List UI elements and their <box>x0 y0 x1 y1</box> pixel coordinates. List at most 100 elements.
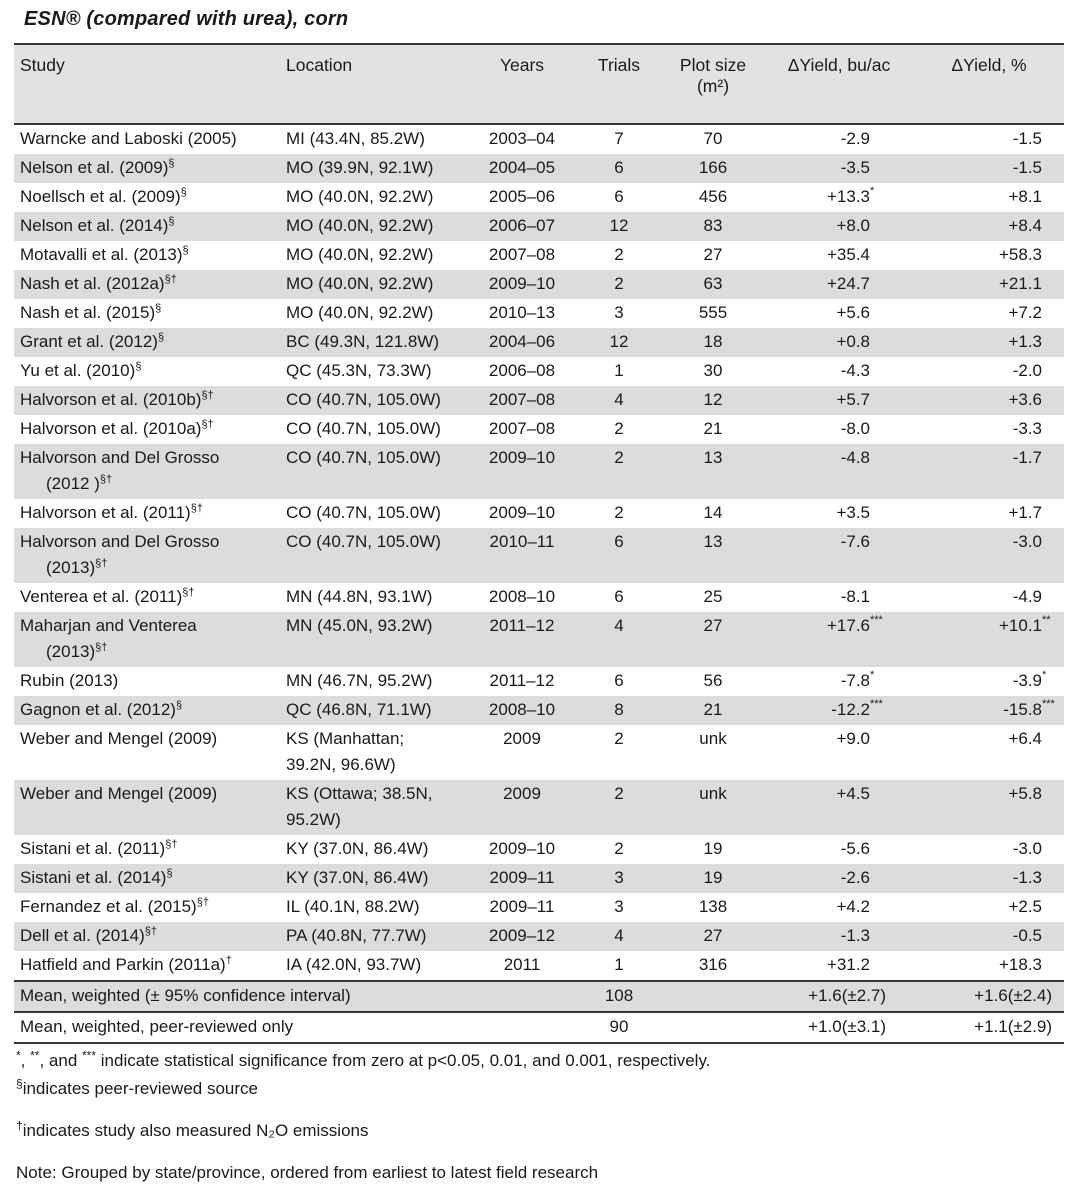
table-row: Weber and Mengel (2009) KS (Ottawa; 38.5N… <box>14 780 1064 835</box>
esn-corn-results-table: Study Location Years Trials Plot size (m… <box>14 43 1064 1044</box>
table-row: Halvorson et al. (2010b)§† CO (40.7N, 105… <box>14 386 1064 415</box>
yield-pct-cell: -3.3 <box>1012 419 1042 438</box>
study-cell: Motavalli et al. (2013)§ <box>20 244 189 264</box>
yield-pct-cell: +1.3 <box>914 328 1064 357</box>
trials-cell: 2 <box>614 419 624 438</box>
plot-size-cell: 56 <box>703 671 723 690</box>
yield-pct-cell: -3.0 <box>914 528 1064 583</box>
years-cell: 2007–08 <box>468 386 576 415</box>
yield-pct-cell: -1.7 <box>914 444 1064 499</box>
years-cell: 2011–12 <box>468 612 576 667</box>
column-header-study: Study <box>14 43 282 125</box>
summary-plot-cell <box>662 980 764 1013</box>
table-header-row: Study Location Years Trials Plot size (m… <box>14 43 1064 125</box>
table-row: Nash et al. (2012a)§† MO (40.0N, 92.2W) 20… <box>14 270 1064 299</box>
footnote: †indicates study also measured N₂O emiss… <box>16 1118 369 1140</box>
yield-pct-cell: +8.1 <box>1008 187 1042 206</box>
footnotes-section: *, **, and *** indicate statistical sign… <box>16 1048 1080 1184</box>
table-row: Halvorson et al. (2011)§† CO (40.7N, 105.… <box>14 499 1064 528</box>
yield-pct-cell: -4.9 <box>1012 587 1042 606</box>
trials-cell: 2 <box>576 270 662 299</box>
trials-cell: 7 <box>614 129 624 148</box>
yield-bu-cell: -8.0 <box>840 419 870 438</box>
yield-bu-cell: -12.2*** <box>764 696 914 725</box>
plot-size-cell: 70 <box>703 129 723 148</box>
yield-bu-cell: -5.6 <box>840 839 870 858</box>
summary-yield-bu-cell: +1.6(±2.7) <box>764 980 914 1013</box>
plot-size-cell: 63 <box>662 270 764 299</box>
location-cell: MI (43.4N, 85.2W) <box>286 129 425 148</box>
study-cell: Halvorson et al. (2011)§† <box>20 502 203 522</box>
table-row: Sistani et al. (2011)§† KY (37.0N, 86.4W)… <box>14 835 1064 864</box>
study-cell: Rubin (2013) <box>20 671 119 690</box>
location-cell: CO (40.7N, 105.0W) <box>286 419 441 438</box>
superscript-mark: §† <box>182 586 195 599</box>
years-cell: 2004–06 <box>468 328 576 357</box>
trials-cell: 6 <box>576 528 662 583</box>
yield-bu-cell: -8.1 <box>840 587 870 606</box>
footnote: §indicates peer-reviewed source <box>16 1076 258 1098</box>
study-cell: Halvorson and Del Grosso (2012 )§† <box>14 444 282 499</box>
study-cell: Hatfield and Parkin (2011a)† <box>20 954 232 974</box>
summary-trials-cell: 90 <box>576 1012 662 1044</box>
superscript-mark: † <box>16 1118 23 1133</box>
yield-pct-cell: -1.5 <box>1012 129 1042 148</box>
superscript-mark: * <box>16 1048 21 1063</box>
column-header-location: Location <box>282 43 468 125</box>
plot-size-cell: unk <box>662 780 764 835</box>
location-cell: MN (44.8N, 93.1W) <box>286 587 433 606</box>
superscript-mark: § <box>157 331 165 344</box>
table-row: Weber and Mengel (2009) KS (Manhattan; 39.… <box>14 725 1064 780</box>
superscript-mark: § <box>180 186 187 199</box>
plot-size-cell: 456 <box>698 187 728 206</box>
location-cell: KY (37.0N, 86.4W) <box>282 864 468 893</box>
yield-bu-cell: +4.2 <box>836 897 870 916</box>
superscript-mark: § <box>182 244 189 257</box>
years-cell: 2010–11 <box>468 528 576 583</box>
superscript-mark: § <box>155 302 162 315</box>
yield-bu-cell: +4.5 <box>764 780 914 835</box>
years-cell: 2010–13 <box>488 303 556 322</box>
yield-bu-cell: +35.4 <box>826 245 870 264</box>
study-cell: Nash et al. (2012a)§† <box>14 270 282 299</box>
years-cell: 2008–10 <box>488 587 556 606</box>
superscript-mark: § <box>135 360 142 373</box>
trials-cell: 6 <box>614 671 624 690</box>
years-cell: 2007–08 <box>488 245 556 264</box>
location-cell: IA (42.0N, 93.7W) <box>286 955 422 974</box>
location-cell: CO (40.7N, 105.0W) <box>282 386 468 415</box>
yield-bu-cell: +5.6 <box>836 303 870 322</box>
yield-bu-cell: +5.7 <box>764 386 914 415</box>
yield-pct-cell: +1.7 <box>1008 503 1042 522</box>
plot-size-cell: 138 <box>698 897 728 916</box>
study-cell: Halvorson and Del Grosso (2013)§† <box>14 528 282 583</box>
table-row: Fernandez et al. (2015)§† IL (40.1N, 88.2… <box>14 893 1064 922</box>
plot-size-cell: 13 <box>662 444 764 499</box>
years-cell: 2011 <box>503 955 541 974</box>
location-cell: KY (37.0N, 86.4W) <box>286 839 429 858</box>
trials-cell: 2 <box>614 839 624 858</box>
study-cell: Venterea et al. (2011)§† <box>20 586 195 606</box>
superscript-mark: † <box>225 954 232 967</box>
years-cell: 2006–07 <box>468 212 576 241</box>
column-header-years: Years <box>468 43 576 125</box>
column-header-trials: Trials <box>576 43 662 125</box>
yield-pct-cell: -2.0 <box>1012 361 1042 380</box>
yield-bu-cell: -2.6 <box>764 864 914 893</box>
plot-size-cell: 14 <box>703 503 723 522</box>
table-row: Venterea et al. (2011)§† MN (44.8N, 93.1W… <box>14 583 1064 612</box>
yield-pct-cell: -1.5 <box>914 154 1064 183</box>
location-cell: KS (Ottawa; 38.5N, 95.2W) <box>282 780 468 835</box>
superscript-mark: *** <box>870 698 883 711</box>
summary-plot-cell <box>662 1012 764 1044</box>
study-cell: Fernandez et al. (2015)§† <box>20 896 209 916</box>
column-header-yield-bu: ΔYield, bu/ac <box>764 43 914 125</box>
yield-pct-cell: +10.1** <box>914 612 1064 667</box>
trials-cell: 2 <box>614 729 624 748</box>
trials-cell: 12 <box>576 328 662 357</box>
footnote: *, **, and *** indicate statistical sign… <box>16 1048 711 1070</box>
years-cell: 2009 <box>468 780 576 835</box>
summary-yield-bu-cell: +1.0(±3.1) <box>764 1012 914 1044</box>
plot-size-cell: 30 <box>703 361 723 380</box>
